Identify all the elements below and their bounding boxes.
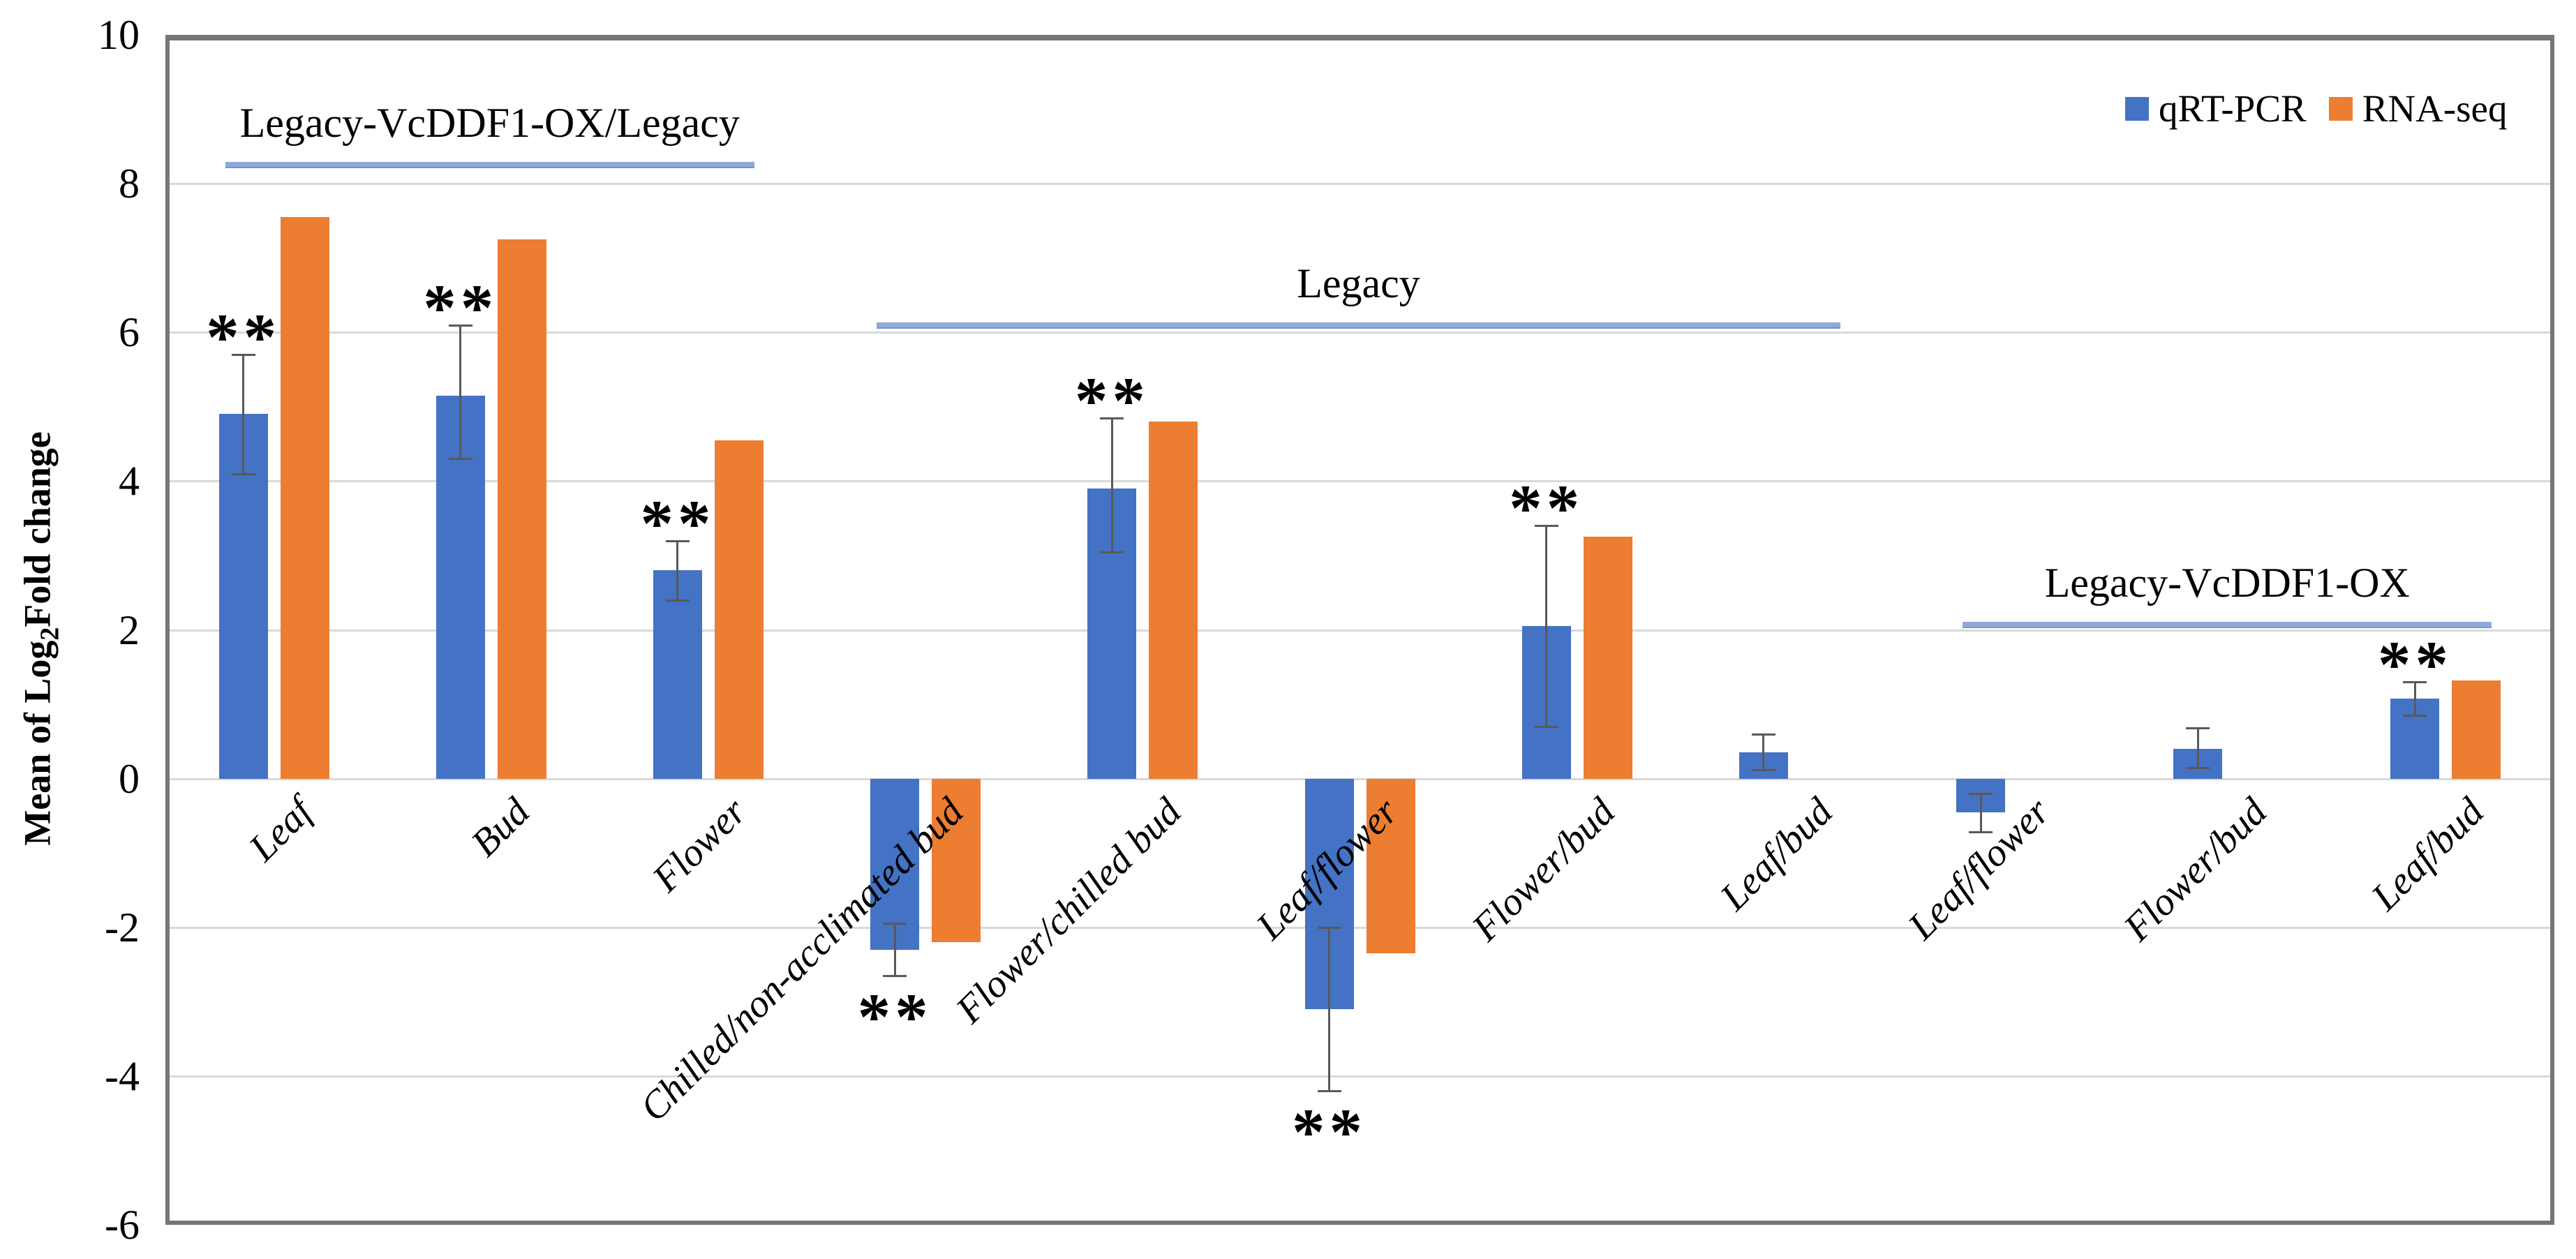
error-bar-line-4 bbox=[1110, 417, 1113, 552]
error-bar-line-7 bbox=[1762, 733, 1765, 770]
error-bar-cap-top-2 bbox=[665, 539, 690, 542]
error-bar-cap-top-9 bbox=[2186, 727, 2210, 730]
y-tick-label-2: 2 bbox=[119, 606, 140, 653]
error-bar-cap-bottom-10 bbox=[2403, 715, 2427, 717]
error-bar-cap-bottom-6 bbox=[1534, 726, 1558, 729]
legend: qRT-PCR RNA-seq bbox=[2125, 89, 2507, 128]
group-annotation-label-1: Legacy bbox=[1297, 260, 1420, 306]
y-tick-label-8: 8 bbox=[119, 161, 140, 207]
y-tick-label--2: -2 bbox=[105, 904, 140, 951]
legend-swatch-rna-seq bbox=[2328, 96, 2353, 121]
error-bar-line-10 bbox=[2413, 682, 2416, 716]
group-annotation-line-1 bbox=[877, 322, 1840, 329]
group-annotation-line-2 bbox=[1963, 622, 2492, 629]
error-bar-line-1 bbox=[459, 325, 462, 459]
error-bar-cap-top-5 bbox=[1317, 926, 1341, 929]
significance-marker-2: ** bbox=[640, 486, 715, 560]
y-tick-label-4: 4 bbox=[119, 458, 140, 505]
error-bar-cap-top-6 bbox=[1534, 525, 1558, 528]
error-bar-cap-top-8 bbox=[1969, 792, 1993, 795]
group-annotation-label-2: Legacy-VcDDF1-OX bbox=[2044, 560, 2410, 606]
legend-label-qrt-pcr: qRT-PCR bbox=[2159, 87, 2307, 130]
bar-rna-seq-1 bbox=[497, 239, 546, 779]
bar-rna-seq-2 bbox=[714, 440, 764, 779]
error-bar-cap-bottom-7 bbox=[1751, 768, 1775, 771]
error-bar-cap-top-1 bbox=[448, 324, 472, 327]
error-bar-line-8 bbox=[1979, 793, 1982, 833]
significance-marker-1: ** bbox=[423, 270, 498, 345]
error-bar-line-0 bbox=[242, 355, 245, 474]
y-tick-label--4: -4 bbox=[105, 1052, 140, 1099]
y-tick-label-0: 0 bbox=[119, 755, 140, 802]
bar-qrt-pcr-2 bbox=[653, 570, 702, 779]
error-bar-line-2 bbox=[676, 540, 679, 600]
gridline-0 bbox=[170, 777, 2550, 780]
error-bar-cap-bottom-9 bbox=[2186, 766, 2210, 769]
significance-marker-5: ** bbox=[1292, 1095, 1367, 1170]
significance-marker-3: ** bbox=[857, 980, 932, 1055]
y-tick-label--6: -6 bbox=[105, 1202, 140, 1248]
error-bar-cap-top-10 bbox=[2403, 681, 2427, 684]
bar-rna-seq-10 bbox=[2452, 680, 2501, 779]
error-bar-cap-bottom-5 bbox=[1317, 1090, 1341, 1093]
gridline-8 bbox=[170, 183, 2550, 186]
bar-qrt-pcr-3 bbox=[870, 778, 920, 950]
error-bar-line-3 bbox=[893, 923, 896, 976]
error-bar-line-6 bbox=[1545, 526, 1548, 727]
legend-swatch-qrt-pcr bbox=[2125, 96, 2149, 121]
error-bar-cap-top-3 bbox=[883, 923, 907, 925]
legend-label-rna-seq: RNA-seq bbox=[2362, 87, 2508, 130]
bar-rna-seq-4 bbox=[1149, 422, 1198, 779]
group-annotation-label-0: Legacy-VcDDF1-OX/Legacy bbox=[239, 100, 740, 147]
error-bar-cap-bottom-8 bbox=[1969, 831, 1993, 834]
error-bar-cap-top-7 bbox=[1751, 733, 1775, 736]
gridline-2 bbox=[170, 629, 2550, 632]
error-bar-cap-top-4 bbox=[1100, 417, 1124, 419]
error-bar-cap-bottom-1 bbox=[448, 458, 472, 461]
error-bar-cap-bottom-3 bbox=[883, 975, 907, 978]
gridline--4 bbox=[170, 1075, 2550, 1078]
significance-marker-4: ** bbox=[1074, 363, 1149, 438]
error-bar-cap-bottom-0 bbox=[231, 472, 255, 475]
error-bar-cap-top-0 bbox=[231, 354, 255, 357]
error-bar-cap-bottom-4 bbox=[1100, 551, 1124, 553]
y-tick-label-6: 6 bbox=[119, 309, 140, 356]
significance-marker-0: ** bbox=[206, 300, 281, 375]
gridline-6 bbox=[170, 331, 2550, 334]
error-bar-line-9 bbox=[2196, 728, 2199, 768]
gridline-4 bbox=[170, 480, 2550, 483]
significance-marker-6: ** bbox=[1509, 471, 1584, 546]
gridline--2 bbox=[170, 926, 2550, 929]
bar-rna-seq-6 bbox=[1583, 537, 1632, 779]
bar-rna-seq-5 bbox=[1366, 778, 1415, 954]
bar-rna-seq-0 bbox=[280, 217, 329, 779]
significance-marker-10: ** bbox=[2377, 627, 2452, 702]
y-tick-label-10: 10 bbox=[98, 12, 140, 58]
error-bar-line-5 bbox=[1328, 927, 1330, 1092]
group-annotation-line-0 bbox=[225, 162, 754, 169]
error-bar-cap-bottom-2 bbox=[665, 599, 690, 602]
bar-rna-seq-3 bbox=[932, 778, 981, 943]
